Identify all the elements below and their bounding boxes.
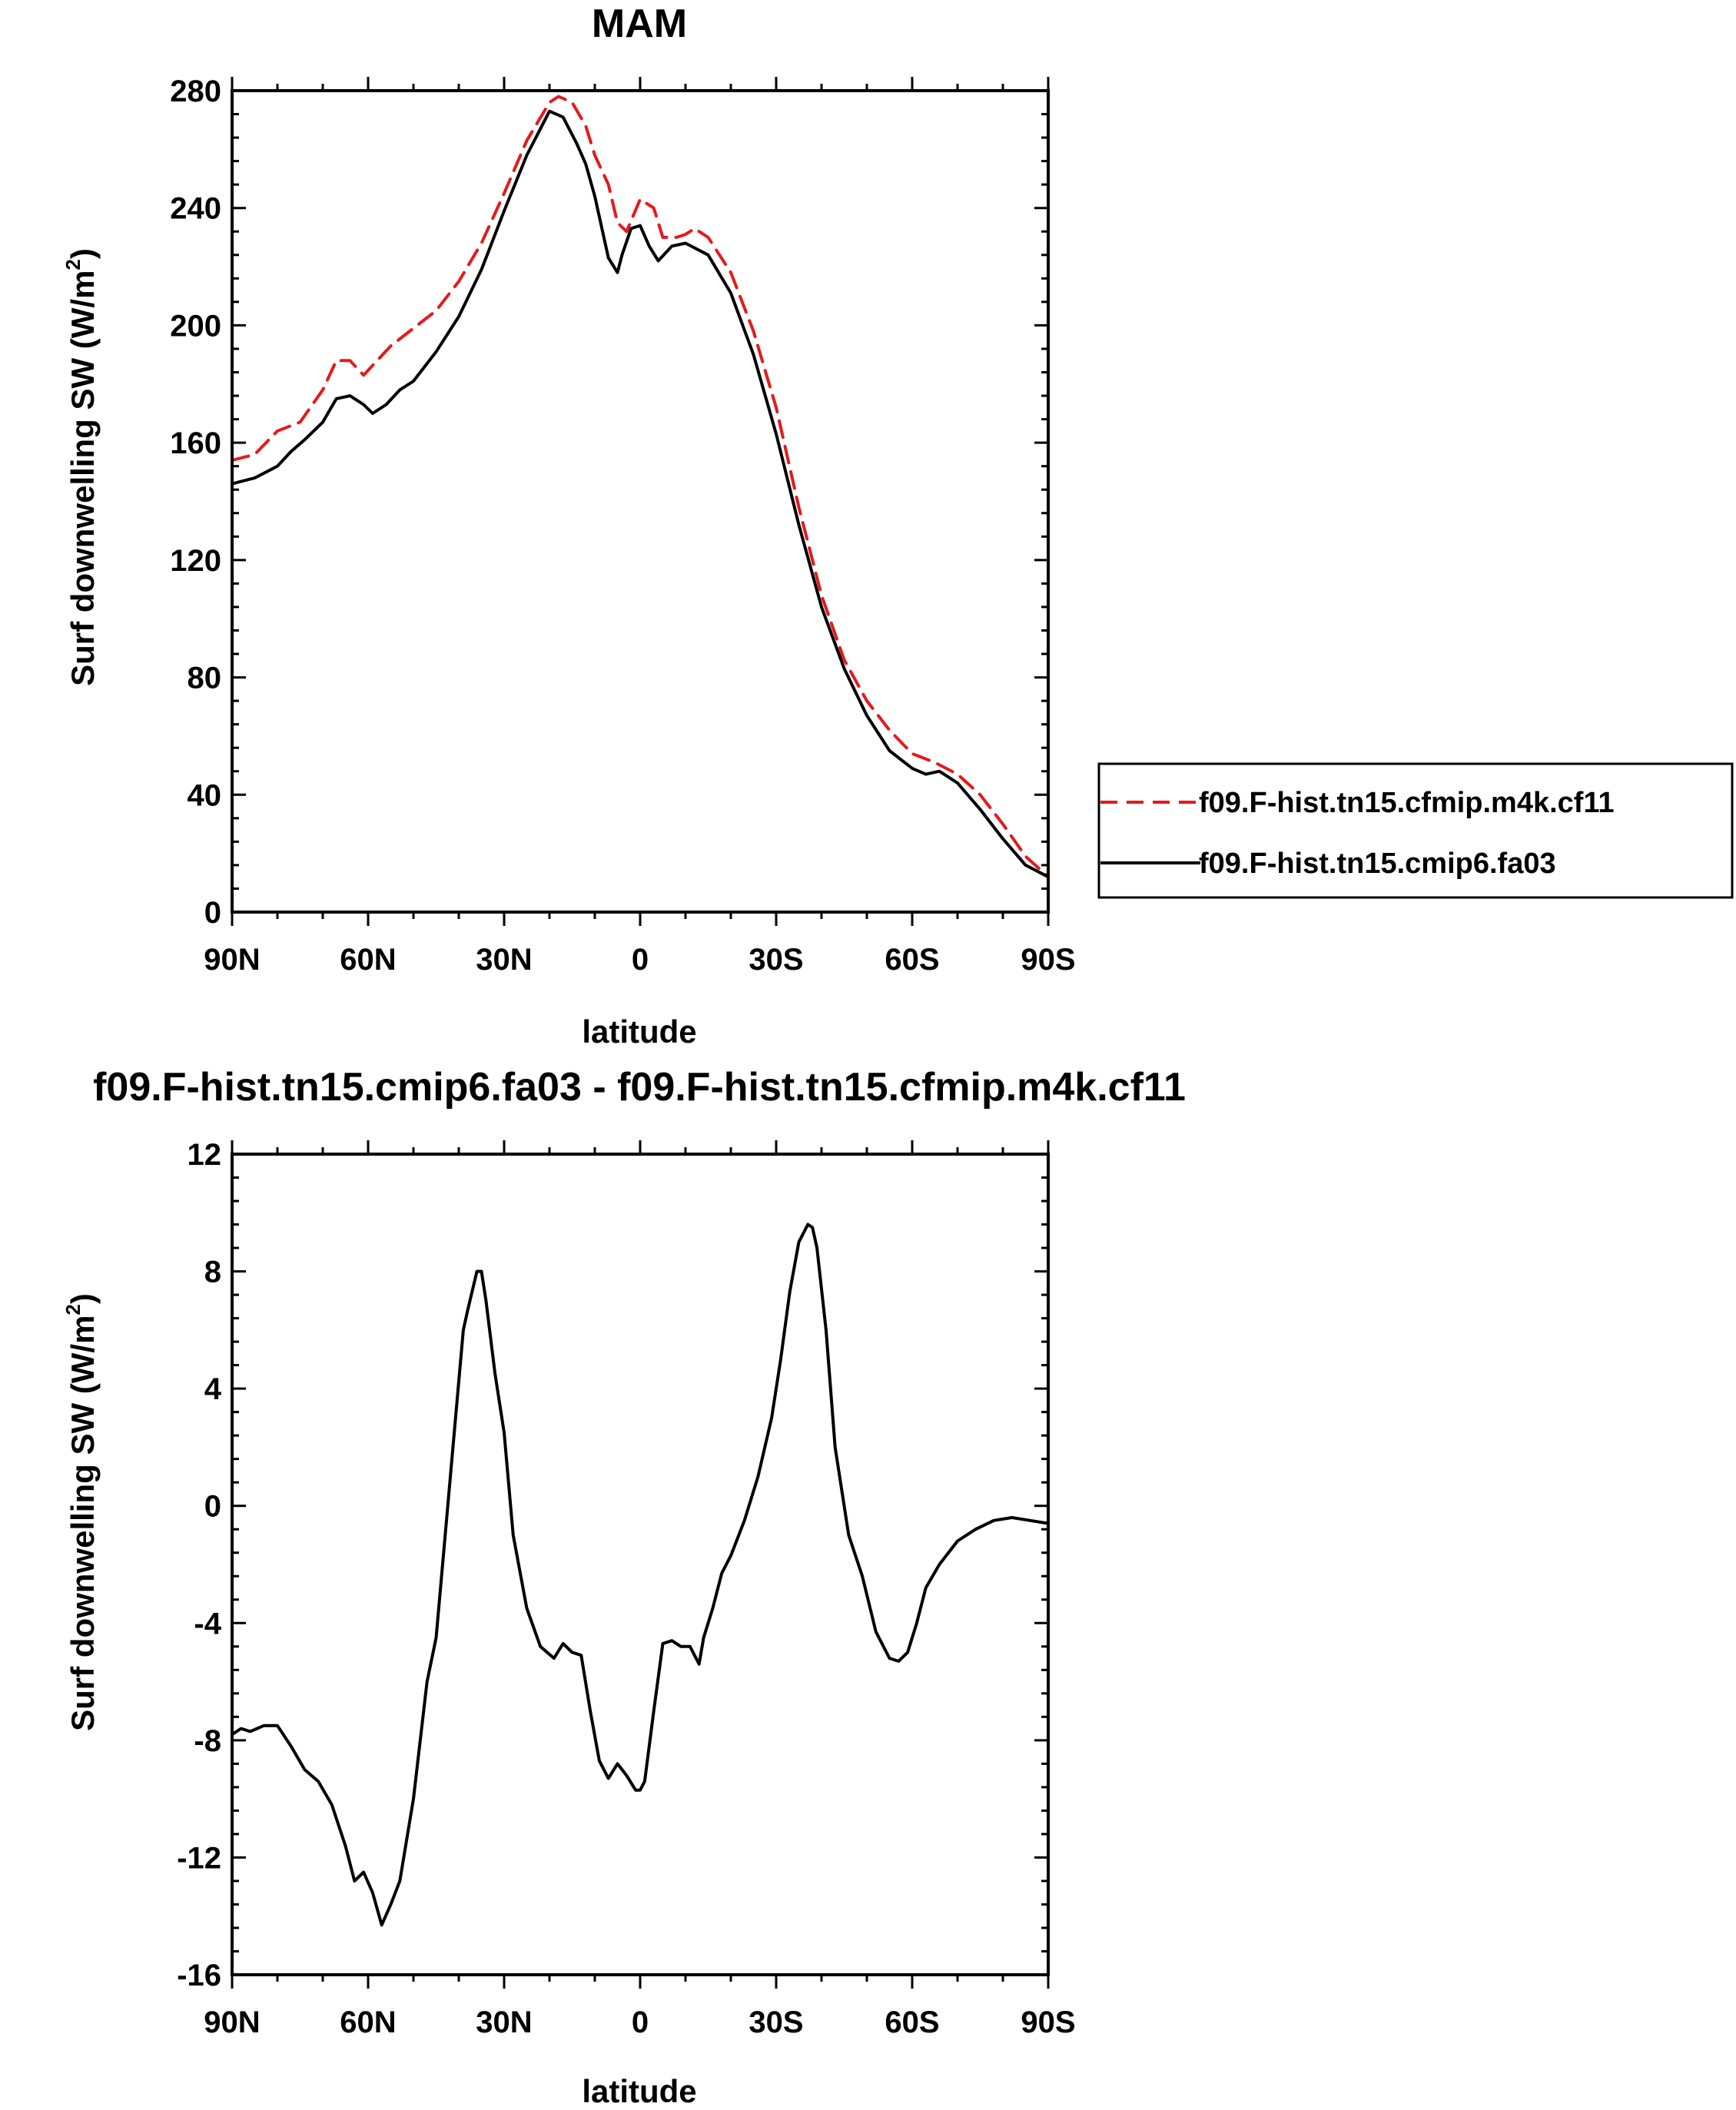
- y-axis-label-tail: ): [65, 1293, 101, 1304]
- y-tick-label: 80: [188, 662, 222, 695]
- y-tick-label: 120: [170, 544, 221, 578]
- legend-box: [1097, 762, 1734, 899]
- y-tick-label: 4: [204, 1372, 222, 1406]
- x-tick-label: 0: [632, 943, 649, 977]
- y-axis-label-tail: ): [65, 248, 101, 259]
- x-tick-label: 30S: [749, 943, 803, 977]
- x-tick-label: 90N: [204, 2005, 260, 2039]
- x-tick-label: 60N: [340, 943, 396, 977]
- x-tick-label: 30N: [476, 2005, 532, 2039]
- legend-label-series-1: f09.F-hist.tn15.cfmip.m4k.cf11: [1199, 787, 1615, 819]
- y-tick-label: 280: [170, 75, 221, 108]
- y-axis-label-main: Surf downwelling SW (W/m: [65, 1315, 101, 1731]
- axis-ticks: 0 40 80 120 160 200 240 280 90N 60N 30N 0 30S 60S 90S: [170, 75, 1075, 977]
- y-tick-label: -16: [177, 1959, 221, 1992]
- y-axis-label-sup: 2: [61, 1304, 85, 1315]
- series-line-1: [231, 1223, 1050, 1927]
- y-tick-label: 200: [170, 309, 221, 343]
- x-tick-label: 60N: [340, 2005, 396, 2039]
- series-lines: [231, 95, 1050, 879]
- x-tick-label: 0: [632, 2005, 649, 2039]
- y-axis-label: Surf downwelling SW (W/m2): [61, 1293, 101, 1731]
- y-tick-label: 160: [170, 426, 221, 460]
- plot-frame: [231, 89, 1050, 914]
- y-tick-label: 0: [204, 896, 221, 930]
- legend: f09.F-hist.tn15.cfmip.m4k.cf11 f09.F-his…: [1097, 762, 1734, 899]
- x-tick-label: 90N: [204, 943, 260, 977]
- series-line-2: [231, 109, 1050, 879]
- y-tick-label: -12: [177, 1841, 221, 1875]
- x-tick-label: 90S: [1021, 943, 1075, 977]
- series-lines: [231, 1223, 1050, 1927]
- x-tick-label: 90S: [1021, 2005, 1075, 2039]
- x-tick-label: 30S: [749, 2005, 803, 2039]
- x-axis-label: latitude: [582, 1014, 696, 1050]
- chart-title: MAM: [592, 2, 687, 46]
- y-axis-label-sup: 2: [61, 259, 85, 270]
- y-axis-label-main: Surf downwelling SW (W/m: [65, 270, 101, 686]
- y-tick-label: 40: [188, 778, 222, 812]
- legend-label-series-2: f09.F-hist.tn15.cmip6.fa03: [1199, 848, 1556, 880]
- y-axis-label: Surf downwelling SW (W/m2): [61, 248, 101, 686]
- chart-title: f09.F-hist.tn15.cmip6.fa03 - f09.F-hist.…: [93, 1065, 1186, 1110]
- y-tick-label: 12: [188, 1138, 222, 1172]
- series-line-1: [231, 95, 1050, 879]
- y-tick-label: -8: [194, 1724, 221, 1758]
- plot-frame: [231, 1153, 1050, 1976]
- y-tick-label: 0: [204, 1490, 221, 1524]
- y-tick-label: -4: [194, 1607, 221, 1641]
- chart-panel-mam: MAM Surf downwelling SW (W/m2) latitude …: [61, 2, 1734, 1050]
- x-tick-label: 30N: [476, 943, 532, 977]
- axis-ticks: -16 -12 -8 -4 0 4 8 12 90N 60N 30N 0 30S 60S 90S: [177, 1138, 1075, 2039]
- y-tick-label: 240: [170, 192, 221, 226]
- chart-panel-difference: f09.F-hist.tn15.cmip6.fa03 - f09.F-hist.…: [61, 1065, 1186, 2109]
- x-tick-label: 60S: [885, 943, 939, 977]
- x-axis-label: latitude: [582, 2073, 696, 2109]
- x-tick-label: 60S: [885, 2005, 939, 2039]
- y-tick-label: 8: [204, 1256, 221, 1289]
